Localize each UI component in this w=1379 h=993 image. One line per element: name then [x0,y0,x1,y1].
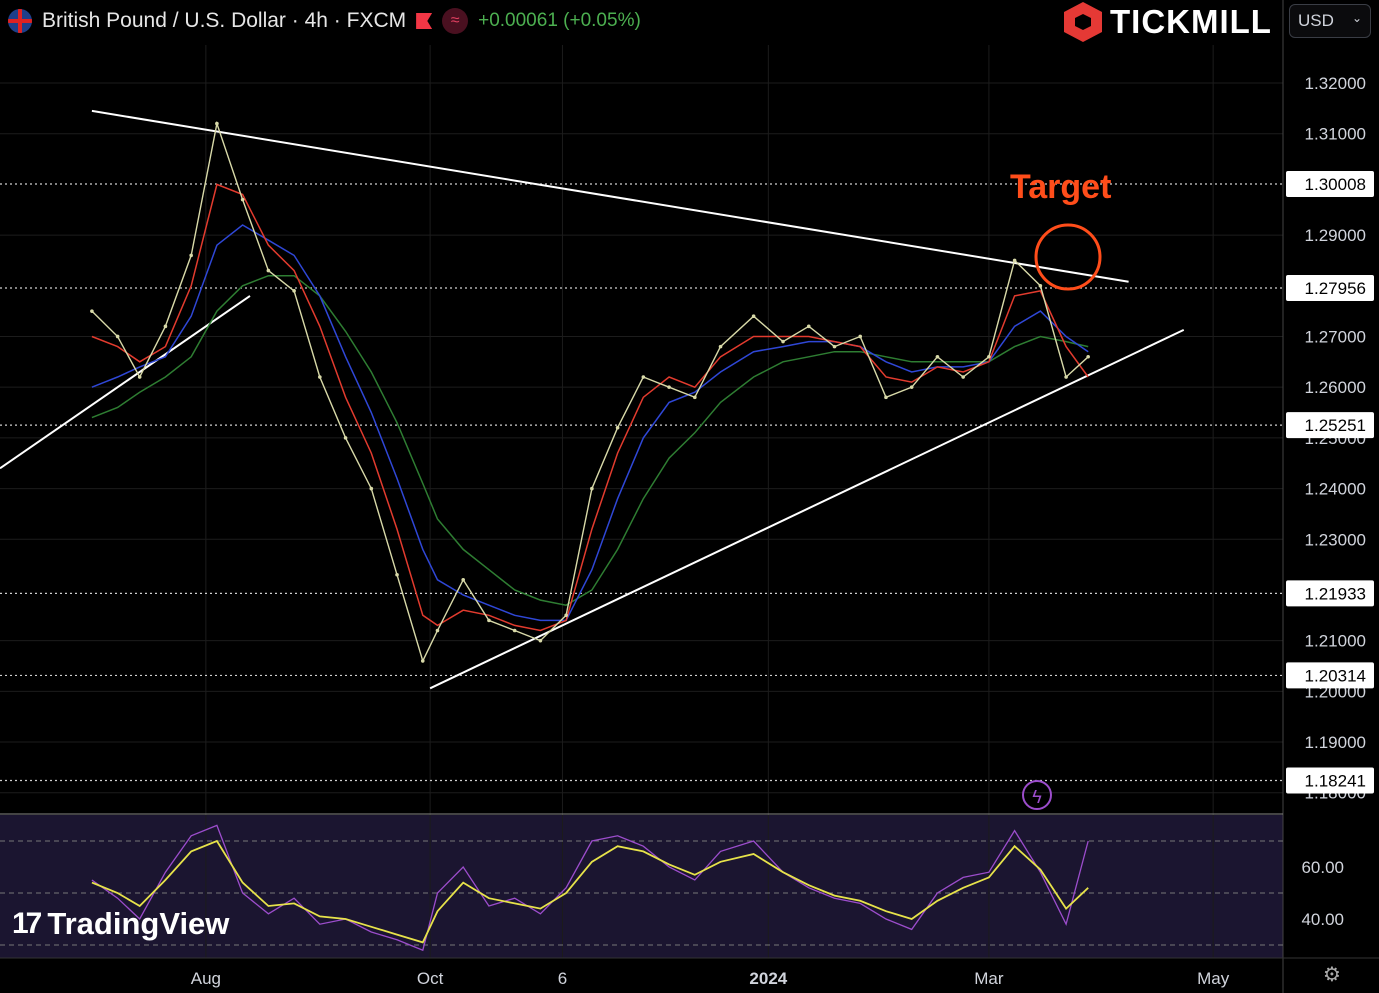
price-line [91,120,1089,663]
price-point [1086,354,1090,359]
price-point [115,334,120,339]
level-label: 1.30008 [1305,175,1366,194]
price-point [189,253,193,258]
level-label-box [1286,412,1374,439]
level-label: 1.18241 [1305,772,1366,791]
price-point [343,436,348,440]
level-label: 1.27956 [1305,279,1366,298]
y-tick-label: 1.29000 [1305,226,1366,245]
price-point [137,375,142,379]
gear-icon[interactable]: ⚙ [1323,964,1341,986]
level-label-box [1286,275,1374,302]
price-point [693,395,697,400]
price-point [858,334,863,339]
price-point [718,344,723,349]
y-tick-label: 1.26000 [1305,378,1366,397]
x-tick-label: Aug [191,969,221,988]
x-tick-label: Mar [974,969,1004,988]
level-label: 1.21933 [1305,584,1366,603]
y-tick-label: 1.27000 [1305,327,1366,346]
x-tick-label: 6 [558,969,567,988]
price-point [420,659,425,663]
broker-brand: TICKMILL [1064,2,1272,42]
rsi-panel-bg [0,815,1283,958]
rsi-tick-label: 40.00 [1301,910,1344,929]
chevron-down-icon: ⌄ [1351,11,1362,25]
currency-select[interactable]: USD ⌄ [1289,4,1371,38]
price-point [564,613,568,618]
price-point [163,324,168,329]
price-point [215,121,219,126]
price-point [909,385,914,389]
price-point [512,628,517,633]
price-point [590,486,594,491]
price-point [806,324,811,329]
price-point [1038,283,1043,288]
price-point [266,268,271,273]
y-tick-label: 1.24000 [1305,480,1366,499]
price-point [487,618,491,623]
price-point [641,375,646,379]
target-label: Target [1010,168,1112,206]
price-point [884,395,888,400]
price-point [781,339,785,344]
y-tick-label: 1.31000 [1305,125,1366,144]
price-point [318,375,322,379]
level-label-box [1286,171,1374,198]
y-tick-label: 1.21000 [1305,632,1366,651]
uk-us-flag-icon [8,9,32,33]
ma-mid-line [91,224,1089,622]
y-tick-label: 1.32000 [1305,74,1366,93]
price-point [987,354,991,359]
level-label-box [1286,580,1374,607]
watermark-text: TradingView [47,906,230,941]
red-flag-icon[interactable] [416,13,433,29]
y-tick-label: 1.23000 [1305,530,1366,549]
rsi-tick-label: 60.00 [1301,858,1344,877]
price-point [961,375,965,379]
price-point [90,309,94,313]
target-circle [1034,223,1102,291]
lightning-icon[interactable]: ϟ [1022,780,1052,810]
price-point [435,628,440,633]
rsi-line [91,824,1089,952]
price-change: +0.00061 (+0.05%) [478,10,641,31]
price-point [832,344,837,349]
price-point [240,197,245,202]
x-tick-label: 2024 [749,969,787,988]
wave-icon[interactable]: ≈ [442,8,469,34]
price-point [1012,258,1017,263]
ma-fast-line [91,183,1089,632]
price-point [292,289,296,293]
price-point [538,638,543,643]
price-point [461,578,466,582]
level-label-box [1286,767,1374,794]
lower-trendline [429,328,1185,690]
left-trendline [0,295,251,470]
currency-value: USD [1298,11,1334,30]
level-label-box [1286,662,1374,689]
price-point [751,314,756,319]
price-point [615,425,620,430]
ma-slow-line [91,274,1089,606]
tradingview-logo-icon: 17 [12,907,42,940]
y-tick-label: 1.19000 [1305,733,1366,752]
price-point [395,572,399,577]
price-point [935,354,940,359]
price-point [1064,375,1068,379]
upper-trendline [91,109,1129,283]
brand-name: TICKMILL [1110,3,1272,40]
level-label: 1.20314 [1305,666,1366,685]
symbol-title[interactable]: British Pound / U.S. Dollar · 4h · FXCM [42,9,407,32]
tickmill-logo-icon [1064,2,1102,42]
symbol-header: British Pound / U.S. Dollar · 4h · FXCM … [8,6,641,36]
x-tick-label: May [1197,969,1230,988]
x-tick-label: Oct [417,969,444,988]
rsi-signal-line [91,839,1089,944]
price-point [369,486,374,491]
level-label: 1.25251 [1305,416,1366,435]
tradingview-watermark: 17 TradingView [12,906,229,942]
price-point [667,385,671,389]
